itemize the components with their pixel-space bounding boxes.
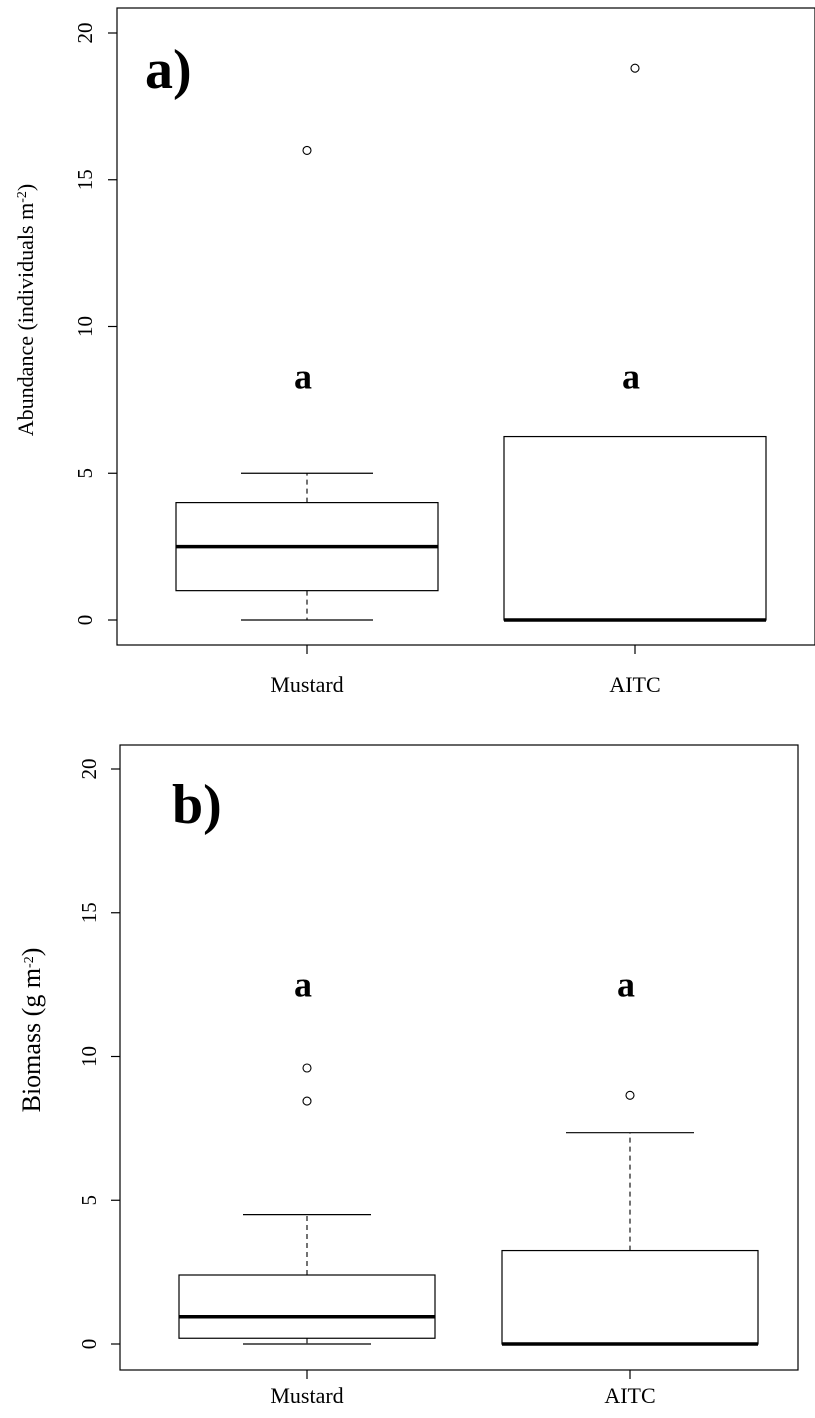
x-category-label-a-0: Mustard bbox=[270, 672, 343, 697]
y-tick-label-b-4: 20 bbox=[77, 759, 101, 780]
y-tick-label-b-2: 10 bbox=[77, 1046, 101, 1067]
x-category-label-a-1: AITC bbox=[609, 672, 660, 697]
y-tick-label-a-3: 15 bbox=[73, 169, 97, 190]
x-category-label-b-0: Mustard bbox=[270, 1383, 343, 1408]
outlier-point-b-0-1 bbox=[302, 1096, 312, 1106]
y-axis-title-b: Biomass (g m-2) bbox=[17, 948, 46, 1113]
outlier-point-b-0-0 bbox=[302, 1063, 312, 1073]
box-a-1 bbox=[503, 435, 767, 621]
y-axis-title-superscript-b: -2 bbox=[22, 956, 37, 968]
y-axis-title-superscript-a: -2 bbox=[15, 191, 30, 203]
outlier-point-a-0-0 bbox=[302, 145, 312, 155]
y-axis-title-a: Abundance (individuals m-2) bbox=[13, 184, 38, 436]
y-tick-label-a-0: 0 bbox=[73, 615, 97, 626]
plot-frame-b bbox=[119, 744, 799, 1371]
y-axis-title-close-a: ) bbox=[13, 184, 38, 191]
panel-label-b: b) bbox=[172, 774, 222, 836]
panel-label-a: a) bbox=[145, 39, 192, 101]
significance-letter-b-1: a bbox=[617, 965, 635, 1005]
y-tick-label-a-2: 10 bbox=[73, 316, 97, 337]
box-b-0 bbox=[178, 1274, 436, 1339]
y-axis-title-main-b: Biomass (g m bbox=[17, 968, 46, 1112]
panel-b: 0 5 10 15 20 Mustard AITC Biomass (g m-2) b) a a bbox=[17, 744, 799, 1408]
y-tick-label-b-1: 5 bbox=[77, 1195, 101, 1206]
y-tick-label-a-1: 5 bbox=[73, 468, 97, 479]
outlier-point-b-1-0 bbox=[625, 1090, 635, 1100]
significance-letter-a-0: a bbox=[294, 356, 312, 396]
outlier-point-a-1-0 bbox=[630, 63, 640, 73]
y-axis-title-main-a: Abundance (individuals m bbox=[13, 203, 38, 436]
panel-a: 0 5 10 15 20 Mustard AITC Abundance (individual… bbox=[13, 7, 815, 697]
y-tick-label-a-4: 20 bbox=[73, 23, 97, 44]
y-tick-label-b-0: 0 bbox=[77, 1339, 101, 1350]
y-axis-title-close-b: ) bbox=[17, 948, 46, 957]
significance-letter-b-0: a bbox=[294, 965, 312, 1005]
x-category-label-b-1: AITC bbox=[604, 1383, 655, 1408]
box-b-1 bbox=[501, 1249, 759, 1345]
y-tick-label-b-3: 15 bbox=[77, 902, 101, 923]
significance-letter-a-1: a bbox=[622, 356, 640, 396]
